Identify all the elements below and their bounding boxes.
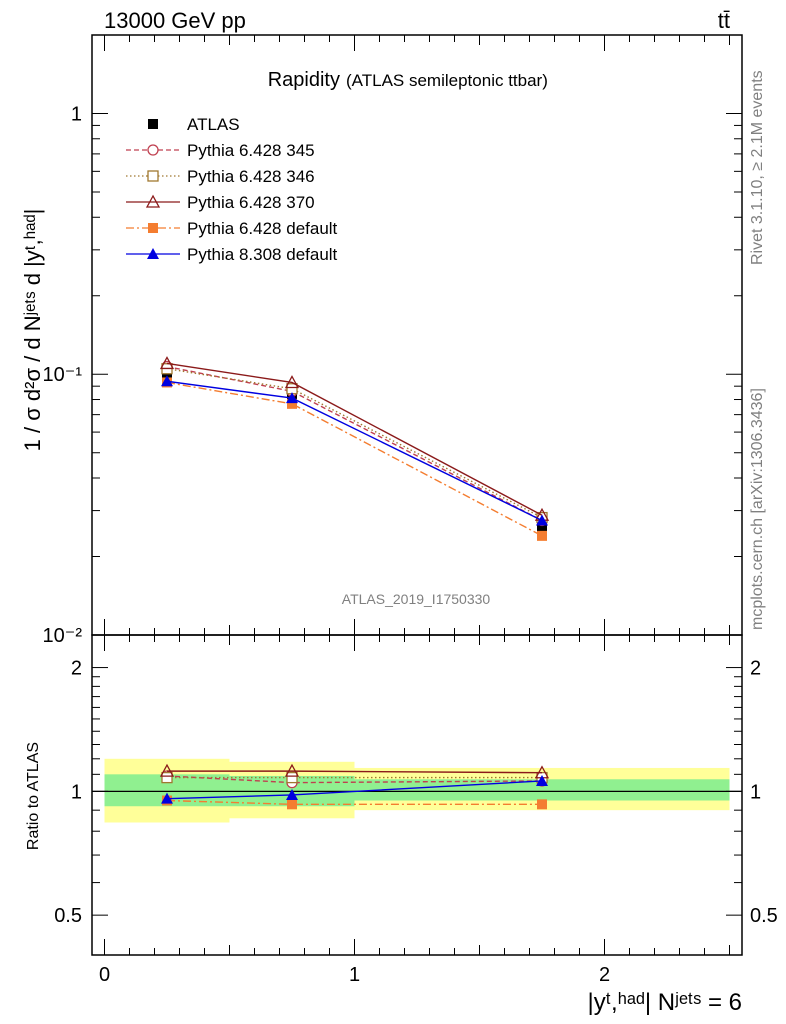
ratio-y-tick-label: 2	[71, 658, 82, 680]
stat-uncertainty-band	[354, 779, 730, 801]
series-line	[166, 362, 543, 516]
marker-filled-triangle	[147, 248, 159, 259]
marker-filled-triangle	[536, 774, 548, 786]
marker-open-triangle	[159, 356, 175, 370]
ratio-y-tick-label: 1	[71, 781, 82, 803]
y-tick-label: 1	[71, 103, 82, 125]
marker-open-square	[161, 771, 173, 784]
marker-open-square	[286, 771, 298, 784]
marker-open-triangle	[145, 194, 161, 208]
series-line	[166, 775, 543, 784]
rivet-label: Rivet 3.1.10, ≥ 2.1M events	[749, 70, 766, 265]
legend-entry-label: Pythia 6.428 default	[187, 219, 338, 238]
legend-entry-label: Pythia 6.428 346	[187, 167, 315, 186]
marker-filled-square	[287, 799, 297, 810]
series-line	[166, 380, 543, 522]
marker-open-circle	[147, 144, 159, 156]
marker-filled-triangle	[286, 788, 298, 800]
marker-filled-square	[537, 530, 547, 541]
series-line	[166, 365, 543, 522]
main-panel: 10⁻² 10⁻¹ 1	[43, 34, 743, 647]
x-tick-label: 1	[349, 964, 360, 986]
marker-filled-square	[537, 799, 547, 810]
series-line	[166, 381, 543, 537]
marker-filled-triangle	[286, 392, 298, 404]
x-tick-label: 0	[99, 964, 110, 986]
marker-open-triangle	[284, 763, 300, 777]
marker-filled-square	[148, 119, 158, 129]
legend-entry-label: ATLAS	[187, 115, 240, 134]
series-line	[167, 770, 543, 774]
marker-filled-square	[537, 521, 547, 532]
marker-filled-triangle	[161, 792, 173, 804]
series-line	[166, 799, 542, 806]
main-y-axis-label: 1 / σ d²σ / d Nʲᵉᵗˢ d |yᵗ,ʰᵃᵈ|	[20, 209, 45, 452]
marker-filled-square	[148, 223, 158, 233]
ratio-y-tick-label: 1	[750, 781, 761, 803]
analysis-id: ATLAS_2019_I1750330	[342, 591, 491, 607]
chart-subtitle: (ATLAS semileptonic ttbar)	[346, 71, 548, 90]
legend-entry-label: Pythia 8.308 default	[187, 245, 338, 264]
marker-open-triangle	[284, 375, 300, 389]
energy-label: 13000 GeV pp	[104, 8, 246, 33]
marker-open-square	[147, 170, 159, 182]
ratio-y-tick-label: 0.5	[54, 905, 82, 927]
legend-entry-label: Pythia 6.428 370	[187, 193, 315, 212]
x-tick-label: 2	[599, 964, 610, 986]
legend-entry-label: Pythia 6.428 345	[187, 141, 315, 160]
marker-filled-square	[287, 398, 297, 409]
ratio-panel: 0 1 2 0.5 0.5 1 1 2 2	[54, 634, 778, 986]
marker-filled-triangle	[536, 514, 548, 526]
marker-filled-triangle	[161, 375, 173, 387]
y-tick-label: 10⁻²	[43, 625, 83, 647]
chart-title: Rapidity	[268, 69, 340, 91]
series-line	[166, 368, 543, 519]
ratio-frame	[91, 634, 743, 956]
ratio-y-tick-label: 0.5	[750, 905, 778, 927]
process-label: tt̄	[718, 8, 730, 33]
ratio-y-tick-label: 2	[750, 658, 761, 680]
legend: ATLAS Pythia 6.428 345 Pythia 6.428 346 Pyt…	[126, 115, 338, 264]
mcplots-label: mcplots.cern.ch [arXiv:1306.3436]	[749, 388, 766, 630]
x-axis-label: |yᵗ,ʰᵃᵈ| Nʲᵉᵗˢ = 6	[588, 989, 742, 1016]
marker-open-triangle	[159, 763, 175, 777]
y-tick-label: 10⁻¹	[43, 364, 83, 386]
ratio-y-axis-label: Ratio to ATLAS	[25, 742, 42, 850]
